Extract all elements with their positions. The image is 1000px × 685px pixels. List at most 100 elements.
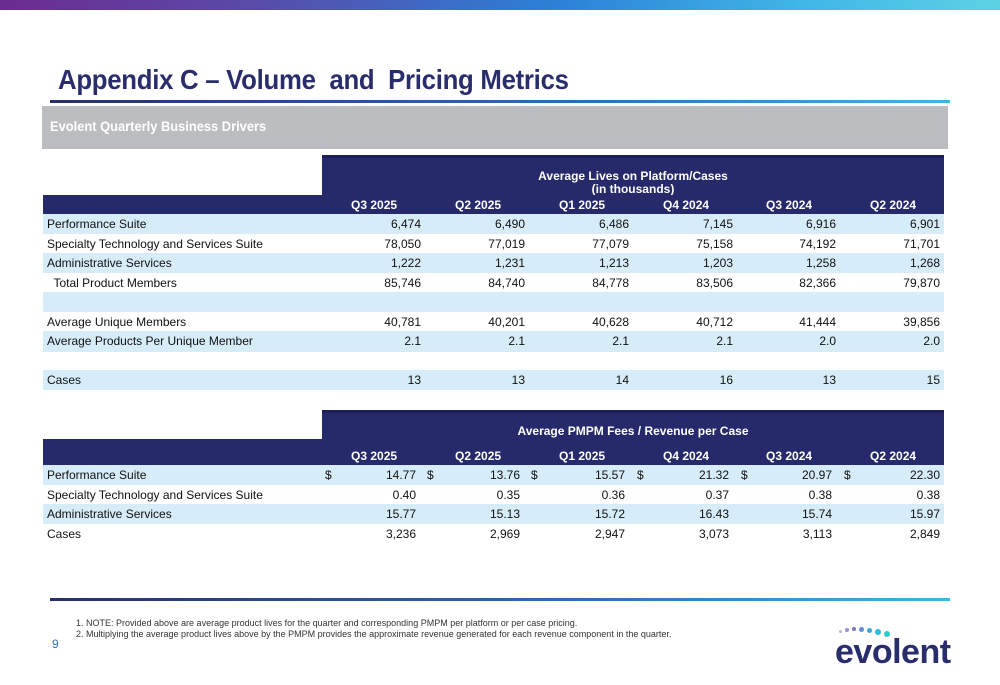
footer-divider (50, 598, 950, 601)
pmpm-table: Average PMPM Fees / Revenue per Case Q3 … (43, 410, 944, 543)
table-cell: 0.36 (601, 487, 625, 502)
table-cell: 6,901 (909, 217, 940, 231)
table-cell: 15.77 (385, 507, 416, 521)
row-label: Specialty Technology and Services Suite (47, 487, 263, 502)
row-label: Average Unique Members (47, 314, 187, 329)
col-header-q1-2025: Q1 2025 (559, 449, 606, 463)
table-row-total: Total Product Members 85,746 84,740 84,7… (43, 273, 944, 293)
col-header-q3-2025: Q3 2025 (351, 449, 398, 463)
table-cell: 82,366 (799, 275, 836, 290)
table-cell: 41,444 (799, 314, 836, 329)
table-cell: 77,079 (592, 236, 629, 251)
page-title: Appendix C – Volume and Pricing Metrics (58, 64, 569, 95)
table-cell: 74,192 (799, 236, 836, 251)
col-header-q3-2024: Q3 2024 (766, 449, 813, 463)
evolent-logo-dots (835, 620, 955, 670)
lives-table-header-line2: (in thousands) (591, 182, 675, 196)
table-cell: 78,050 (384, 236, 421, 251)
table-cell: 71,701 (903, 236, 940, 251)
table-row-spacer (43, 352, 944, 370)
title-divider (50, 100, 950, 103)
currency-symbol: $ (741, 468, 748, 482)
row-label: Average Products Per Unique Member (47, 334, 253, 348)
table-cell: 2.1 (716, 334, 733, 348)
table-cell: 3,073 (698, 526, 729, 541)
table-row: Specialty Technology and Services Suite … (43, 485, 944, 505)
table-cell: 2,849 (909, 526, 940, 541)
table-cell: 7,145 (702, 217, 733, 231)
table-cell: 40,201 (488, 314, 525, 329)
table-cell: 1,268 (909, 256, 940, 270)
table-cell: 21.32 (698, 468, 729, 482)
table-cell: 2.1 (508, 334, 525, 348)
table-cell: 13 (822, 373, 836, 387)
table-cell: 39,856 (903, 314, 940, 329)
table-cell: 40,712 (696, 314, 733, 329)
footnotes: 1. NOTE: Provided above are average prod… (76, 618, 671, 640)
row-label: Total Product Members (47, 275, 177, 290)
table-cell: 6,474 (390, 217, 421, 231)
table-cell: 0.38 (808, 487, 832, 502)
table-cell: 2.0 (819, 334, 836, 348)
lives-table-column-headers: Q3 2025 Q2 2025 Q1 2025 Q4 2024 Q3 2024 … (43, 195, 944, 214)
table-row: Average Products Per Unique Member 2.1 2… (43, 331, 944, 352)
footnote-2: 2. Multiplying the average product lives… (76, 629, 672, 639)
row-label: Cases (47, 526, 82, 541)
col-header-q3-2025: Q3 2025 (351, 198, 398, 212)
currency-symbol: $ (325, 468, 332, 482)
table-row: Average Unique Members 40,781 40,201 40,… (43, 312, 944, 332)
table-cell: 3,236 (385, 526, 416, 541)
table-cell: 13.76 (489, 468, 520, 482)
table-cell: 13 (407, 373, 421, 387)
col-header-q2-2025: Q2 2025 (455, 198, 502, 212)
top-gradient-bar (0, 0, 1000, 10)
table-cell: 1,213 (598, 256, 629, 270)
col-header-q2-2024: Q2 2024 (870, 198, 917, 212)
table-cell: 16 (719, 373, 733, 387)
table-cell: 40,628 (592, 314, 629, 329)
pmpm-table-header: Average PMPM Fees / Revenue per Case (517, 424, 749, 438)
table-cell: 1,231 (494, 256, 525, 270)
table-cell: 14.77 (385, 468, 416, 482)
table-cell: 2.1 (404, 334, 421, 348)
table-cell: 0.38 (916, 487, 940, 502)
table-cell: 2.0 (923, 334, 940, 348)
table-row: Cases 3,236 2,969 2,947 3,073 3,113 2,84… (43, 524, 944, 544)
table-cell: 2,947 (594, 526, 625, 541)
table-cell: 84,778 (592, 275, 629, 290)
col-header-q3-2024: Q3 2024 (766, 198, 813, 212)
lives-table: Average Lives on Platform/Cases (in thou… (43, 155, 944, 390)
table-cell: 15.57 (594, 468, 625, 482)
table-cell: 0.40 (392, 487, 416, 502)
pmpm-table-group-header: Average PMPM Fees / Revenue per Case (322, 410, 944, 439)
table-row-spacer (43, 292, 944, 312)
table-cell: 0.37 (705, 487, 729, 502)
col-header-q1-2025: Q1 2025 (559, 198, 606, 212)
lives-table-header-line1: Average Lives on Platform/Cases (538, 169, 728, 183)
table-cell: 16.43 (698, 507, 729, 521)
table-cell: 2,969 (489, 526, 520, 541)
table-row: Performance Suite $ $ $ $ $ $ 14.77 13.7… (43, 465, 944, 485)
table-cell: 20.97 (801, 468, 832, 482)
section-banner-label: Evolent Quarterly Business Drivers (50, 118, 267, 134)
table-cell: 15.72 (594, 507, 625, 521)
currency-symbol: $ (531, 468, 538, 482)
section-banner: Evolent Quarterly Business Drivers (42, 106, 948, 149)
table-cell: 15.74 (801, 507, 832, 521)
table-cell: 6,486 (598, 217, 629, 231)
col-header-q2-2025: Q2 2025 (455, 449, 502, 463)
currency-symbol: $ (844, 468, 851, 482)
table-row: Administrative Services 1,222 1,231 1,21… (43, 253, 944, 273)
table-cell: 6,490 (494, 217, 525, 231)
row-label: Administrative Services (47, 256, 172, 270)
table-cell: 79,870 (903, 275, 940, 290)
table-cell: 1,203 (702, 256, 733, 270)
table-cell: 13 (511, 373, 525, 387)
evolent-logo: evolent (835, 633, 951, 671)
table-cell: 85,746 (384, 275, 421, 290)
row-label: Performance Suite (47, 217, 147, 231)
table-cell: 2.1 (612, 334, 629, 348)
table-row: Specialty Technology and Services Suite … (43, 234, 944, 254)
row-label: Administrative Services (47, 507, 172, 521)
table-cell: 75,158 (696, 236, 733, 251)
